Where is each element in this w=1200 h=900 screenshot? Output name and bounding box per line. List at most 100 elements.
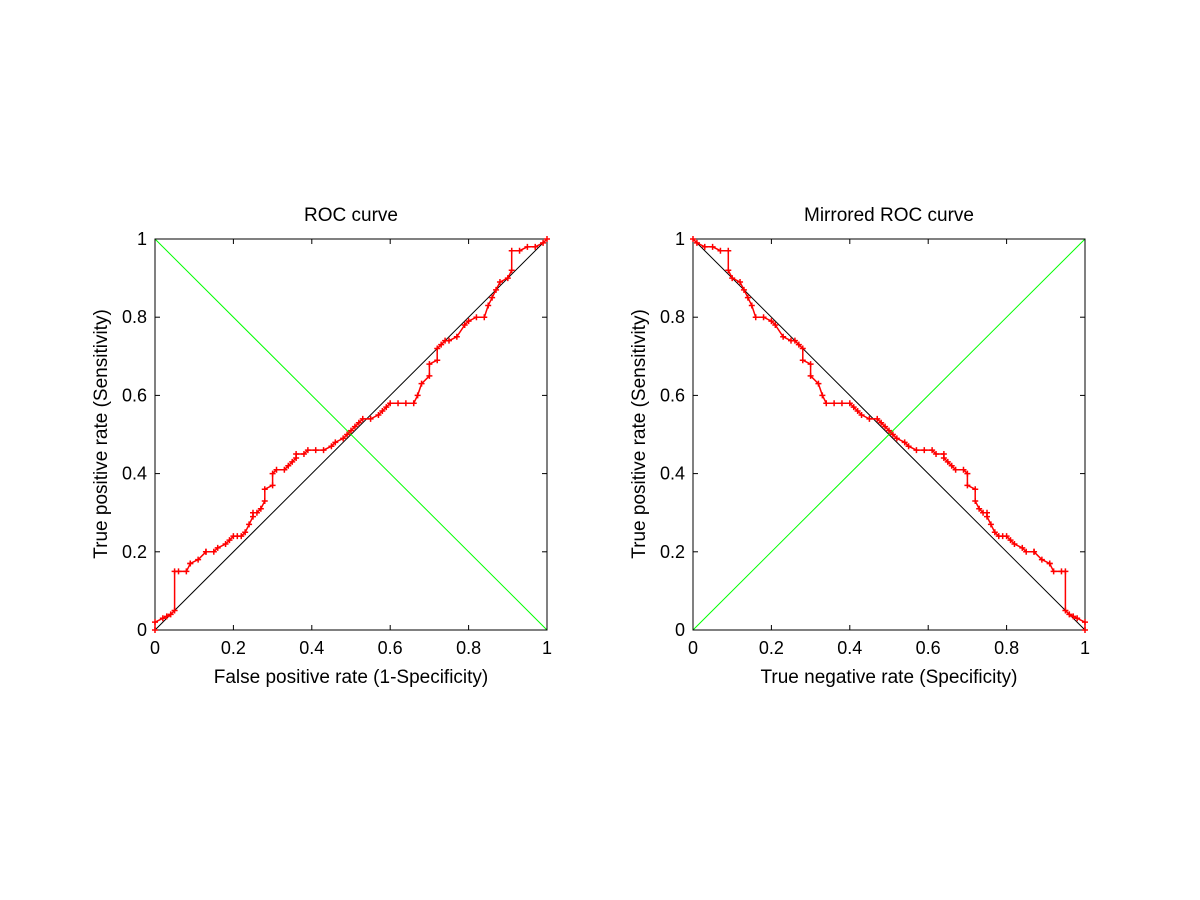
mirrored-roc-curve-point (725, 267, 732, 274)
roc-curve-point (304, 447, 311, 454)
roc-curve-point (281, 466, 288, 473)
mirrored-roc-x-tick-label: 0.2 (759, 638, 784, 658)
mirrored-roc-curve-point (874, 415, 881, 422)
mirrored-roc-y-tick-label: 0.2 (660, 542, 685, 562)
mirrored-roc-curve-point (886, 427, 892, 434)
roc-x-axis-label: False positive rate (1-Specificity) (214, 667, 489, 688)
roc-curve-point (438, 341, 445, 348)
mirrored-roc-curve-point (799, 357, 806, 364)
mirrored-roc-curve-point (952, 466, 959, 473)
mirrored-roc-curve-point (744, 294, 751, 301)
roc-curve-point (210, 548, 217, 555)
mirrored-roc-curve-point (858, 411, 865, 418)
mirrored-roc-x-axis-label: True negative rate (Specificity) (761, 667, 1018, 688)
mirrored-roc-curve-point (882, 423, 889, 430)
mirrored-roc-curve-point (980, 509, 987, 516)
roc-y-axis-label: True positive rate (Sensitivity) (91, 309, 112, 559)
mirrored-roc-curve-point (831, 400, 838, 407)
roc-y-tick-label: 1 (137, 229, 147, 249)
mirrored-roc-curve-point (972, 497, 979, 504)
roc-curve-point (300, 451, 307, 458)
mirrored-roc-curve-point (717, 247, 724, 254)
roc-curve-point (544, 236, 550, 242)
mirrored-roc-curve-point (901, 439, 908, 446)
mirrored-roc-curve-point (768, 318, 775, 325)
mirrored-roc-x-tick-label: 0.4 (837, 638, 862, 658)
roc-curve-point (387, 400, 394, 407)
mirrored-roc-curve-point (807, 372, 814, 379)
mirrored-roc-curve-point (819, 392, 826, 399)
mirrored-roc-curve-point (1082, 619, 1088, 626)
roc-y-tick-label: 0.2 (122, 542, 147, 562)
roc-curve-point (183, 568, 190, 575)
roc-curve-point (293, 451, 300, 458)
roc-curve-point (516, 247, 523, 254)
mirrored-roc-curve-point (889, 431, 896, 438)
mirrored-roc-x-tick-label: 0.8 (994, 638, 1019, 658)
mirrored-roc-curve-point (815, 380, 822, 387)
mirrored-roc-curve-point (740, 286, 747, 293)
roc-x-tick-label: 1 (542, 638, 552, 658)
mirrored-roc-curve-point (964, 482, 971, 489)
mirrored-roc-curve-point (807, 361, 814, 368)
roc-curve-point (226, 537, 233, 544)
roc-curve-point (489, 294, 496, 301)
mirrored-roc-curve-point (893, 435, 900, 442)
mirrored-roc-x-tick-label: 0 (688, 638, 698, 658)
mirrored-roc-y-tick-label: 1 (675, 229, 685, 249)
roc-chart-title: ROC curve (304, 205, 398, 226)
roc-curve-point (446, 337, 452, 344)
mirrored-roc-curve-point (878, 419, 885, 426)
mirrored-roc-curve-point (838, 400, 845, 407)
mirrored-roc-curve-point (748, 302, 755, 309)
mirrored-roc-curve-point (1062, 607, 1069, 614)
roc-curve-point (214, 544, 221, 551)
mirrored-roc-curve-point (933, 451, 940, 458)
roc-curve-point (504, 275, 511, 282)
roc-curve-point (485, 302, 492, 309)
mirrored-roc-curve-point (940, 451, 947, 458)
mirrored-roc-plot-area (690, 236, 1088, 633)
mirrored-roc-x-tick-label: 1 (1080, 638, 1090, 658)
mirrored-roc-curve-point (850, 404, 857, 411)
roc-reference-line-1 (154, 238, 548, 631)
mirrored-roc-curve-point (846, 400, 853, 407)
roc-curve-point (289, 458, 296, 465)
mirrored-roc-curve-point (921, 447, 928, 454)
mirrored-roc-curve-point (905, 443, 912, 450)
mirrored-roc-curve-point (995, 533, 1002, 540)
roc-curve-point (395, 400, 402, 407)
roc-curve-point (508, 247, 515, 254)
mirrored-roc-curve-point (709, 243, 716, 250)
mirrored-roc-curve-point (1050, 568, 1057, 575)
mirrored-roc-chart: Mirrored ROC curve True negative rate (S… (629, 205, 1090, 688)
roc-curve-point (465, 318, 472, 325)
mirrored-roc-curve-point (866, 415, 873, 422)
roc-curve-point (383, 404, 390, 411)
mirrored-roc-tick-labels: 0 0.2 0.4 0.6 0.8 1 0 0.2 0.4 0.6 0.8 1 (660, 229, 1090, 658)
roc-curve-point (269, 482, 276, 489)
mirrored-roc-curve-point (972, 486, 979, 493)
mirrored-roc-x-tick-label: 0.6 (916, 638, 941, 658)
roc-curve-point (426, 372, 433, 379)
roc-curve-point (379, 408, 386, 415)
mirrored-roc-reference-line-1 (692, 238, 1086, 631)
mirrored-roc-curve-point (693, 239, 700, 246)
mirrored-roc-curve-point (760, 314, 767, 321)
mirrored-roc-curve-point (1031, 548, 1038, 555)
roc-curve-point (152, 627, 158, 633)
mirrored-roc-curve-point (788, 337, 794, 344)
mirrored-roc-curve-point (976, 505, 983, 512)
mirrored-roc-curve-point (690, 236, 696, 242)
roc-curve-point (496, 279, 503, 286)
mirrored-roc-curve-point (948, 462, 955, 469)
mirrored-roc-curve-point (944, 458, 951, 465)
mirrored-roc-curve-point (737, 279, 744, 286)
roc-curve-point (152, 619, 158, 626)
roc-curve-point (402, 400, 409, 407)
roc-tick-labels: 0 0.2 0.4 0.6 0.8 1 0 0.2 0.4 0.6 0.8 1 (122, 229, 552, 658)
mirrored-roc-curve-point (1058, 568, 1065, 575)
roc-x-tick-label: 0 (150, 638, 160, 658)
roc-x-tick-label: 0.2 (221, 638, 246, 658)
mirrored-roc-curve-point (854, 408, 861, 415)
